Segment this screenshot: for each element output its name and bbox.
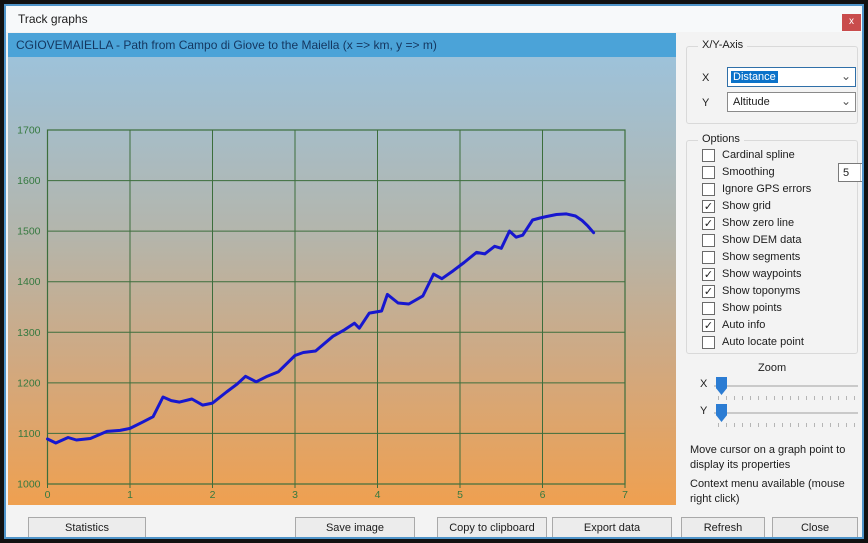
- checkbox-label-show-zero-line: Show zero line: [722, 217, 795, 229]
- track-graphs-window: Track graphs x CGIOVEMAIELLA - Path from…: [4, 4, 864, 539]
- checkbox-show-grid[interactable]: ✓: [702, 200, 715, 213]
- y-tick-label: 1100: [18, 428, 41, 440]
- x-tick-label: 6: [540, 489, 546, 501]
- zoom-x-slider-ticks: [718, 396, 858, 400]
- track-graph-plot[interactable]: 1000 1100 1200 1300 1400 1500 1600 1700 0 1 2 3 4 5 6 7: [8, 57, 676, 505]
- y-tick-label: 1600: [17, 175, 41, 187]
- chart-area[interactable]: 1000 1100 1200 1300 1400 1500 1600 1700 0 1 2 3 4 5 6 7: [8, 57, 676, 505]
- smoothing-spinner[interactable]: 5 ▲▼: [838, 163, 862, 182]
- checkbox-show-toponyms[interactable]: ✓: [702, 285, 715, 298]
- export-data-button[interactable]: Export data: [552, 517, 672, 537]
- checkbox-label-auto-info: Auto info: [722, 319, 766, 331]
- spinner-arrows-icon[interactable]: ▲▼: [860, 164, 862, 181]
- zoom-x-slider-thumb[interactable]: [716, 377, 727, 395]
- title-bar[interactable]: Track graphs x: [6, 6, 862, 32]
- checkbox-label-auto-locate-point: Auto locate point: [722, 336, 804, 348]
- zoom-y-slider-ticks: [718, 423, 858, 427]
- checkbox-label-show-grid: Show grid: [722, 200, 771, 212]
- statistics-button[interactable]: Statistics: [28, 517, 146, 537]
- x-tick-label: 1: [127, 489, 133, 501]
- x-axis-selected-value: Distance: [731, 71, 778, 83]
- copy-to-clipboard-button[interactable]: Copy to clipboard: [437, 517, 547, 537]
- smoothing-value: 5: [843, 167, 850, 179]
- y-axis-select[interactable]: Altitude ⌄: [727, 92, 856, 112]
- checkbox-show-dem-data[interactable]: [702, 234, 715, 247]
- y-tick-label: 1300: [17, 327, 41, 339]
- checkbox-ignore-gps-errors[interactable]: [702, 183, 715, 196]
- x-axis-select[interactable]: Distance ⌄: [727, 67, 856, 87]
- y-axis-label: Y: [702, 97, 710, 109]
- checkbox-label-show-waypoints: Show waypoints: [722, 268, 802, 280]
- x-tick-label: 0: [45, 489, 51, 501]
- chevron-down-icon[interactable]: ⌄: [840, 94, 851, 108]
- hint-cursor-info: Move cursor on a graph point to display …: [690, 444, 846, 471]
- hint-context-menu: Context menu available (mouse right clic…: [690, 478, 845, 505]
- zoom-y-slider-thumb[interactable]: [716, 404, 727, 422]
- xy-axis-group-label: X/Y-Axis: [698, 39, 748, 51]
- y-tick-label: 1400: [17, 276, 41, 288]
- y-tick-label: 1500: [17, 226, 41, 238]
- zoom-group-label: Zoom: [758, 362, 787, 374]
- checkbox-show-points[interactable]: [702, 302, 715, 315]
- y-axis-selected-value: Altitude: [733, 96, 770, 108]
- save-image-button[interactable]: Save image: [295, 517, 415, 537]
- checkbox-label-show-segments: Show segments: [722, 251, 801, 263]
- checkbox-smoothing[interactable]: [702, 166, 715, 179]
- checkbox-auto-locate-point[interactable]: [702, 336, 715, 349]
- checkbox-show-segments[interactable]: [702, 251, 715, 264]
- checkbox-label-show-dem-data: Show DEM data: [722, 234, 802, 246]
- checkbox-show-waypoints[interactable]: ✓: [702, 268, 715, 281]
- y-tick-label: 1000: [17, 479, 41, 491]
- xy-axis-group: [686, 46, 858, 124]
- checkbox-label-show-toponyms: Show toponyms: [722, 285, 801, 297]
- checkbox-label-show-points: Show points: [722, 302, 782, 314]
- zoom-y-label: Y: [700, 405, 708, 417]
- checkbox-label-cardinal-spline: Cardinal spline: [722, 149, 795, 161]
- checkbox-auto-info[interactable]: ✓: [702, 319, 715, 332]
- refresh-button[interactable]: Refresh: [681, 517, 765, 537]
- x-tick-label: 5: [457, 489, 463, 501]
- chart-title-band: CGIOVEMAIELLA - Path from Campo di Giove…: [8, 33, 676, 57]
- close-button[interactable]: Close: [772, 517, 858, 537]
- x-tick-label: 2: [210, 489, 216, 501]
- x-tick-label: 7: [622, 489, 628, 501]
- track-altitude-line[interactable]: [46, 212, 596, 445]
- y-tick-label: 1700: [17, 125, 41, 137]
- chevron-down-icon[interactable]: ⌄: [840, 69, 851, 83]
- options-group-label: Options: [698, 133, 744, 145]
- x-tick-label: 3: [292, 489, 298, 501]
- close-icon[interactable]: x: [842, 14, 861, 31]
- x-tick-label: 4: [375, 489, 381, 501]
- checkbox-label-smoothing: Smoothing: [722, 166, 775, 178]
- zoom-x-label: X: [700, 378, 708, 390]
- checkbox-label-ignore-gps-errors: Ignore GPS errors: [722, 183, 812, 195]
- options-group: [686, 140, 858, 354]
- checkbox-cardinal-spline[interactable]: [702, 149, 715, 162]
- checkbox-show-zero-line[interactable]: ✓: [702, 217, 715, 230]
- zoom-x-slider[interactable]: [714, 385, 858, 387]
- zoom-y-slider[interactable]: [714, 412, 858, 414]
- window-title: Track graphs: [18, 12, 88, 26]
- x-axis-label: X: [702, 72, 710, 84]
- y-tick-label: 1200: [17, 377, 41, 389]
